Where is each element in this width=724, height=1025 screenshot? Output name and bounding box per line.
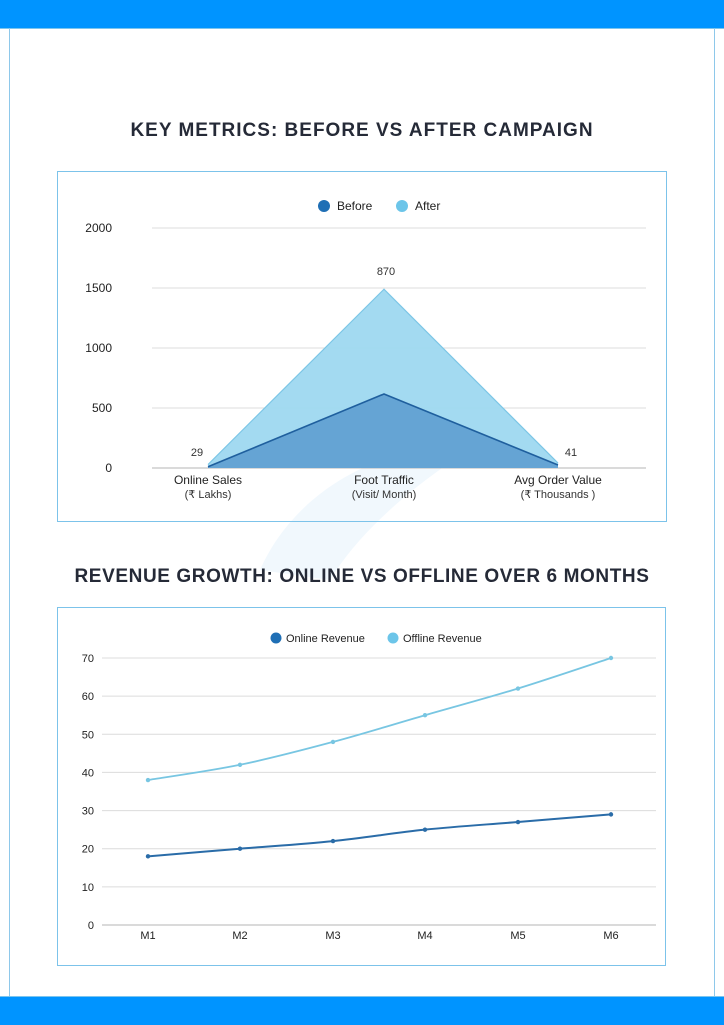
legend-label-before: Before (337, 199, 373, 213)
y-tick-label: 500 (92, 401, 112, 415)
y-tick-label: 0 (88, 920, 94, 932)
legend-label-after: After (415, 199, 440, 213)
x-category-label: Foot Traffic (354, 473, 414, 487)
chart1-panel: Before After 0 500 1000 1500 2000 29 870 41 Online… (57, 171, 667, 522)
point-online-revenue (237, 846, 243, 851)
area-line-before (207, 393, 559, 468)
area-before (208, 393, 558, 468)
chart2-svg: Online Revenue Offline Revenue 0 10 20 30 40 50… (82, 632, 656, 942)
y-tick-label: 40 (82, 767, 94, 779)
x-tick-label: M4 (417, 930, 432, 942)
point-offline-revenue (515, 686, 521, 691)
point-online-revenue (330, 838, 336, 844)
y-tick-label: 50 (82, 729, 94, 741)
line-online-revenue (147, 813, 612, 858)
point-online-revenue (608, 812, 614, 817)
point-online-revenue (422, 827, 428, 832)
x-category-unit: (₹ Thousands ) (521, 489, 596, 501)
legend-marker-offline-revenue (387, 632, 399, 644)
y-tick-label: 0 (105, 461, 112, 475)
data-label: 29 (191, 447, 203, 459)
right-margin-rule (714, 28, 715, 996)
y-tick-label: 2000 (85, 221, 112, 235)
point-online-revenue (145, 854, 151, 859)
top-banner (0, 0, 724, 29)
x-tick-label: M3 (325, 930, 340, 942)
point-offline-revenue (422, 713, 428, 718)
point-offline-revenue (608, 655, 614, 661)
legend-marker-online-revenue (270, 632, 282, 644)
x-category-label: Avg Order Value (514, 473, 602, 487)
legend-marker-after (396, 200, 408, 212)
y-tick-label: 60 (82, 691, 94, 703)
chart2-title: REVENUE GROWTH: ONLINE VS OFFLINE OVER 6… (74, 566, 650, 587)
data-label: 41 (565, 447, 577, 459)
x-tick-label: M1 (140, 930, 155, 942)
legend-label-offline-revenue: Offline Revenue (403, 633, 482, 645)
data-label: 870 (377, 266, 395, 278)
x-tick-label: M5 (510, 930, 525, 942)
x-category-label: Online Sales (174, 473, 242, 487)
chart2-panel: Online Revenue Offline Revenue 0 10 20 30 40 50… (57, 607, 666, 966)
line-offline-revenue (147, 657, 612, 781)
x-category-unit: (₹ Lakhs) (185, 489, 232, 501)
area-after (208, 289, 558, 468)
chart1-title: KEY METRICS: BEFORE VS AFTER CAMPAIGN (130, 120, 594, 141)
point-offline-revenue (145, 777, 151, 783)
bottom-banner (0, 996, 724, 1025)
legend-marker-before (318, 200, 330, 212)
y-tick-label: 1000 (85, 341, 112, 355)
y-tick-label: 20 (82, 844, 94, 856)
x-category-unit: (Visit/ Month) (352, 489, 417, 501)
x-tick-label: M2 (232, 930, 247, 942)
y-tick-label: 70 (82, 653, 94, 665)
point-offline-revenue (330, 739, 336, 745)
left-margin-rule (9, 28, 10, 996)
area-line-after (207, 288, 559, 465)
y-tick-label: 10 (82, 882, 94, 894)
chart1-svg: Before After 0 500 1000 1500 2000 29 870 41 Online… (85, 199, 646, 501)
y-tick-label: 30 (82, 806, 94, 818)
y-tick-label: 1500 (85, 281, 112, 295)
point-offline-revenue (237, 762, 243, 767)
point-online-revenue (515, 819, 521, 825)
x-tick-label: M6 (603, 930, 618, 942)
legend-label-online-revenue: Online Revenue (286, 633, 365, 645)
